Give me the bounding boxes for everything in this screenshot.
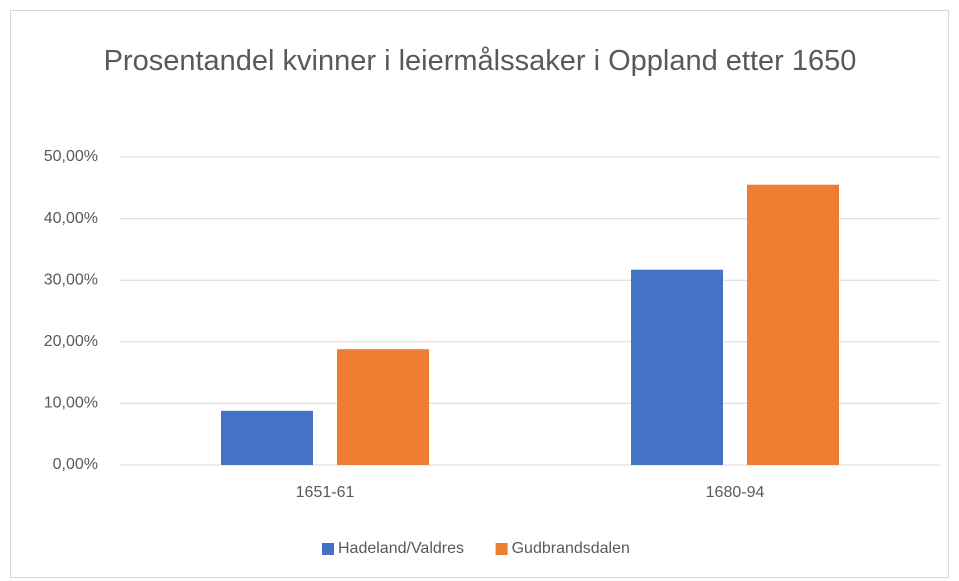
x-tick-label: 1680-94	[706, 484, 765, 501]
legend-label: Hadeland/Valdres	[338, 540, 464, 557]
legend-label: Gudbrandsdalen	[512, 540, 630, 557]
y-tick-label: 20,00%	[44, 333, 98, 350]
chart-title: Prosentandel kvinner i leiermålssaker i …	[103, 45, 857, 77]
y-tick-label: 40,00%	[44, 210, 98, 227]
y-tick-label: 0,00%	[53, 456, 98, 473]
y-tick-label: 10,00%	[44, 395, 98, 412]
y-tick-label: 30,00%	[44, 271, 98, 288]
bar	[631, 269, 723, 465]
bar	[221, 410, 313, 465]
bar	[337, 349, 429, 465]
y-tick-label: 50,00%	[44, 148, 98, 165]
legend-swatch	[322, 543, 334, 555]
legend-swatch	[495, 543, 508, 555]
bar	[747, 184, 839, 465]
x-tick-label: 1651-61	[296, 484, 355, 501]
